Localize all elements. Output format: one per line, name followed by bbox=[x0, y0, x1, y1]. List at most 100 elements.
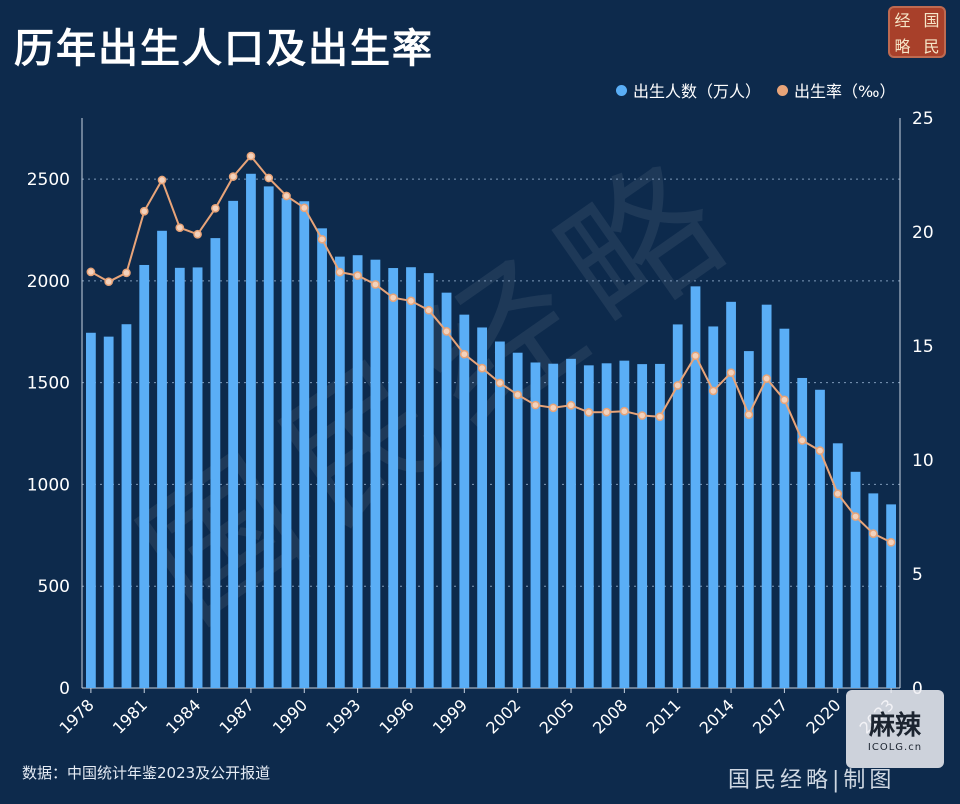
y-right-tick-label: 20 bbox=[912, 223, 934, 243]
y-right-tick-label: 5 bbox=[912, 565, 923, 585]
bar-births bbox=[672, 324, 683, 688]
point-birth-rate bbox=[673, 381, 683, 390]
legend-item-births: 出生人数（万人） bbox=[616, 78, 761, 102]
bar-births bbox=[601, 363, 612, 688]
y-left-tick-label: 1000 bbox=[27, 475, 70, 495]
bar-births bbox=[637, 364, 648, 688]
bar-births bbox=[192, 267, 203, 688]
point-birth-rate bbox=[620, 406, 629, 416]
line-birth-rate bbox=[90, 154, 892, 544]
bar-births bbox=[690, 286, 701, 688]
x-tick-label: 1996 bbox=[376, 695, 418, 737]
point-birth-rate bbox=[797, 436, 807, 445]
point-birth-rate bbox=[851, 512, 860, 521]
x-tick-label: 1999 bbox=[429, 695, 471, 737]
bar-births bbox=[726, 301, 736, 688]
x-tick-label: 2002 bbox=[482, 695, 524, 737]
bar-births bbox=[388, 268, 399, 688]
legend-label-births: 出生人数（万人） bbox=[633, 82, 762, 101]
point-birth-rate bbox=[886, 537, 896, 547]
point-birth-rate bbox=[833, 489, 843, 499]
y-right-tick-label: 25 bbox=[912, 109, 934, 129]
bar-births bbox=[850, 471, 861, 688]
y-left-tick-label: 500 bbox=[38, 577, 70, 597]
point-birth-rate bbox=[299, 203, 309, 213]
bar-births bbox=[797, 377, 808, 688]
point-birth-rate bbox=[726, 368, 736, 378]
bar-births bbox=[495, 341, 505, 688]
bar-births bbox=[334, 256, 345, 688]
bar-births bbox=[174, 267, 185, 688]
point-birth-rate bbox=[353, 271, 362, 280]
badge-sub: ICOLG.cn bbox=[867, 742, 923, 753]
legend-swatch-rate bbox=[777, 84, 789, 96]
point-birth-rate bbox=[495, 378, 505, 388]
legend-swatch-births bbox=[616, 84, 627, 96]
bar-births bbox=[299, 201, 310, 688]
seal-char: 略 bbox=[894, 37, 911, 56]
x-tick-label: 2017 bbox=[749, 695, 791, 737]
footer-brand-signature: 国民经略|制图 bbox=[728, 768, 896, 793]
bar-births bbox=[815, 389, 825, 688]
point-birth-rate bbox=[406, 296, 416, 306]
x-tick-label: 1987 bbox=[216, 695, 258, 737]
point-birth-rate bbox=[282, 191, 291, 201]
point-birth-rate bbox=[335, 267, 345, 277]
bar-births bbox=[619, 360, 630, 688]
bar-births bbox=[477, 327, 487, 688]
point-birth-rate bbox=[175, 223, 185, 233]
seal-char: 经 bbox=[894, 11, 911, 30]
point-birth-rate bbox=[708, 386, 718, 396]
y-left-tick-label: 2000 bbox=[27, 272, 70, 292]
point-birth-rate bbox=[228, 172, 238, 181]
point-birth-rate bbox=[655, 412, 665, 422]
point-birth-rate bbox=[691, 351, 700, 361]
x-tick-label: 2020 bbox=[802, 695, 844, 737]
bar-births bbox=[530, 362, 541, 688]
point-birth-rate bbox=[584, 407, 594, 417]
point-birth-rate bbox=[744, 410, 754, 419]
bar-births bbox=[370, 259, 381, 688]
y-right-tick-label: 0 bbox=[912, 679, 923, 699]
bar-births bbox=[868, 493, 879, 688]
x-tick-label: 2008 bbox=[589, 695, 631, 737]
bar-births bbox=[743, 351, 754, 688]
point-birth-rate bbox=[566, 400, 576, 410]
bar-births bbox=[139, 264, 150, 688]
point-birth-rate bbox=[762, 374, 771, 383]
point-birth-rate bbox=[211, 203, 220, 213]
bar-births bbox=[655, 363, 665, 688]
bar-births bbox=[263, 186, 274, 688]
point-birth-rate bbox=[459, 349, 469, 359]
bar-births bbox=[708, 326, 719, 688]
x-tick-label: 1990 bbox=[269, 695, 311, 737]
point-birth-rate bbox=[122, 268, 131, 278]
bar-births bbox=[352, 255, 363, 688]
point-birth-rate bbox=[477, 363, 487, 373]
point-birth-rate bbox=[780, 395, 789, 405]
bar-births bbox=[228, 200, 239, 688]
bar-births bbox=[103, 336, 114, 688]
point-birth-rate bbox=[246, 151, 256, 161]
point-birth-rate bbox=[86, 267, 96, 277]
point-birth-rate bbox=[442, 327, 451, 336]
y-right-tick-label: 10 bbox=[912, 451, 934, 471]
point-birth-rate bbox=[868, 529, 878, 538]
x-tick-label: 2011 bbox=[642, 695, 684, 737]
x-tick-label: 1984 bbox=[162, 695, 204, 737]
bar-births bbox=[548, 363, 559, 688]
bar-births bbox=[566, 358, 576, 688]
bar-births bbox=[157, 230, 167, 688]
point-birth-rate bbox=[317, 234, 327, 244]
bar-births bbox=[832, 443, 843, 688]
seal-char: 国 bbox=[923, 11, 940, 30]
bar-births bbox=[512, 352, 523, 688]
x-tick-label: 2014 bbox=[696, 695, 738, 737]
y-left-tick-label: 1500 bbox=[27, 374, 70, 394]
legend-item-rate: 出生率（‰） bbox=[777, 78, 896, 102]
x-tick-label: 1978 bbox=[55, 695, 97, 737]
bar-births bbox=[406, 267, 416, 688]
bar-births bbox=[317, 228, 327, 689]
point-birth-rate bbox=[193, 229, 202, 239]
